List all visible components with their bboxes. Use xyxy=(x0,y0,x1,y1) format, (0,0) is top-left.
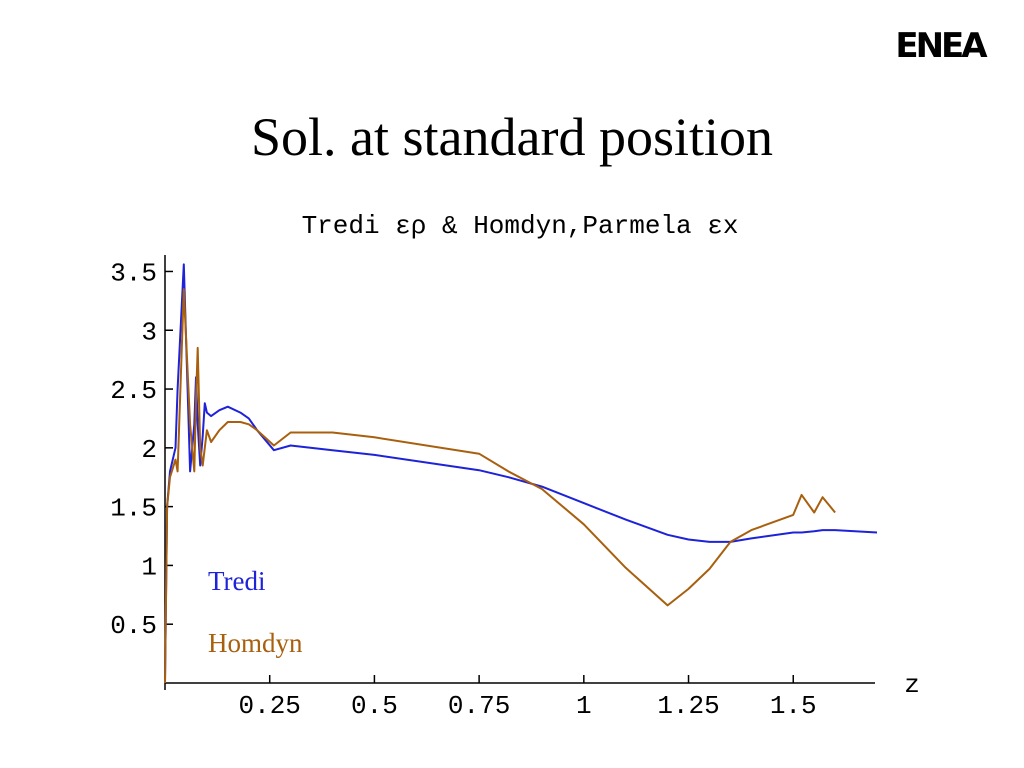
logo: ENEA xyxy=(895,26,988,66)
x-tick-label: 0.75 xyxy=(448,691,510,721)
y-tick-label: 3.5 xyxy=(110,258,157,288)
y-tick-label: 2.5 xyxy=(110,376,157,406)
y-tick-label: 3 xyxy=(141,317,157,347)
y-tick-label: 1 xyxy=(141,552,157,582)
y-tick-label: 2 xyxy=(141,435,157,465)
y-tick-label: 1.5 xyxy=(110,494,157,524)
chart-title: Tredi ερ & Homdyn,Parmela εx xyxy=(302,211,739,241)
x-tick-label: 0.25 xyxy=(238,691,300,721)
x-tick-label: 1.25 xyxy=(657,691,719,721)
plot: 0.5 1 1.5 2 2.5 3 3.5 0.25 0.5 0.75 1 1.25 1.5 Tredi H… xyxy=(110,258,878,721)
x-tick-label: 1 xyxy=(576,691,592,721)
x-tick-label: 1.5 xyxy=(770,691,817,721)
slide-title: Sol. at standard position xyxy=(251,107,773,167)
x-axis-label: z xyxy=(904,670,920,700)
legend-entry: Tredi xyxy=(208,566,266,596)
legend-entry: Homdyn xyxy=(208,628,303,658)
y-tick-label: 0.5 xyxy=(110,611,157,641)
series-line xyxy=(164,263,878,684)
series-line xyxy=(164,288,836,684)
x-tick-label: 0.5 xyxy=(351,691,398,721)
